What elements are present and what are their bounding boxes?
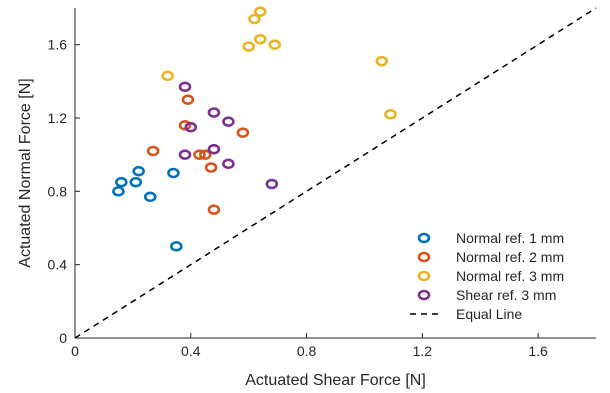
data-point	[253, 6, 267, 17]
equal-line	[74, 7, 597, 339]
data-point	[222, 116, 235, 127]
data-point	[253, 33, 267, 45]
data-point	[161, 70, 174, 82]
data-point	[184, 121, 198, 133]
data-point	[222, 158, 235, 170]
data-point	[178, 81, 192, 93]
y-tick-label: 1.6	[48, 37, 68, 53]
x-ticks: 0 0.4 0.8 1.2 1.6	[71, 333, 548, 359]
y-axis-title: Actuated Normal Force [N]	[17, 78, 34, 267]
legend-label: Normal ref. 2 mm	[456, 249, 564, 265]
series-4	[178, 81, 279, 190]
data-point	[181, 94, 195, 105]
series-2	[146, 94, 250, 215]
legend: Normal ref. 1 mm Normal ref. 2 mm Normal r…	[410, 230, 564, 322]
equal-line-group	[74, 7, 597, 339]
data-point	[207, 204, 221, 215]
y-tick-label: 0.8	[48, 183, 68, 199]
data-point	[193, 149, 206, 160]
x-tick-label: 0.4	[181, 343, 201, 359]
series-1	[112, 165, 183, 252]
x-tick-label: 0	[71, 343, 79, 359]
data-point	[204, 162, 218, 173]
data-point	[268, 39, 282, 50]
data-point	[248, 13, 261, 25]
series-3	[161, 6, 397, 120]
data-point	[198, 149, 212, 160]
y-ticks: 0 0.4 0.8 1.2 1.6	[48, 37, 80, 346]
data-point	[115, 176, 128, 188]
data-points	[112, 6, 397, 252]
data-point	[132, 165, 145, 177]
axes: 0 0.4 0.8 1.2 1.6 0 0.4 0.8 1.2 1.6 Actuated She…	[17, 8, 596, 389]
data-point	[178, 120, 192, 131]
data-point	[207, 143, 221, 155]
data-point	[375, 55, 389, 67]
y-tick-label: 0	[59, 330, 67, 346]
legend-marker	[417, 289, 431, 301]
data-point	[265, 178, 279, 190]
legend-label: Equal Line	[456, 306, 522, 322]
data-point	[170, 241, 183, 252]
legend-label: Normal ref. 3 mm	[456, 268, 564, 284]
x-tick-label: 1.6	[528, 343, 548, 359]
legend-marker	[417, 251, 431, 263]
data-point	[146, 145, 160, 157]
data-point	[129, 176, 143, 188]
x-axis-title: Actuated Shear Force [N]	[245, 372, 426, 389]
legend-label: Shear ref. 3 mm	[456, 287, 556, 303]
y-tick-label: 0.4	[48, 257, 68, 273]
legend-marker	[417, 232, 431, 244]
y-tick-label: 1.2	[48, 110, 68, 126]
legend-marker	[417, 270, 431, 282]
data-point	[242, 41, 255, 52]
data-point	[167, 167, 180, 179]
data-point	[207, 107, 221, 118]
data-point	[143, 191, 157, 203]
data-point	[178, 149, 192, 160]
x-tick-label: 1.2	[413, 343, 433, 359]
x-tick-label: 0.8	[297, 343, 317, 359]
data-point	[112, 186, 125, 197]
legend-label: Normal ref. 1 mm	[456, 230, 564, 246]
data-point	[384, 109, 397, 120]
data-point	[236, 127, 250, 138]
